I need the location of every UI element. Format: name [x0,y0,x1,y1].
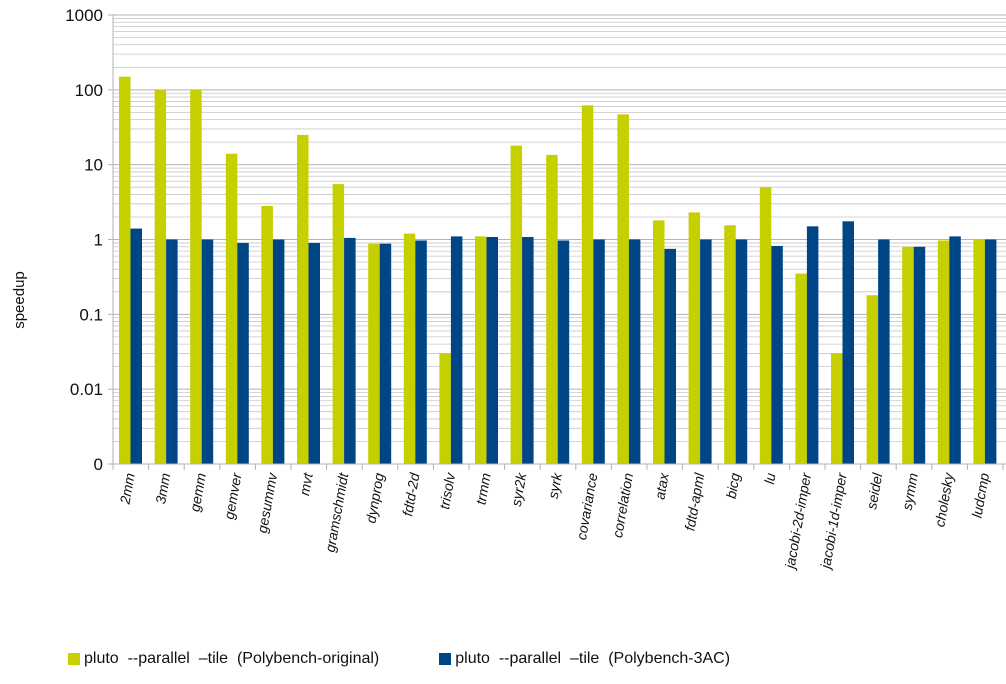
bar-3ac-2mm [130,228,142,464]
x-category-label: 3mm [152,471,173,505]
x-category-label: seidel [863,471,885,511]
y-tick-label: 0.1 [79,305,103,324]
bar-original-symm [902,246,914,464]
x-category-label: gemm [186,471,209,512]
bar-original-syr2k [510,145,523,464]
x-category-label: trisolv [436,471,458,511]
bar-original-2mm [119,76,131,465]
x-category-label: jacobi-2d-imper [781,470,814,571]
bar-original-trmm [475,236,487,464]
x-category-label: jacobi-1d-imper [817,470,850,571]
bar-3ac-seidel [878,239,890,464]
bar-3ac-syr2k [522,236,534,464]
bar-3ac-ludcmp [984,239,997,464]
y-tick-label: 0.01 [70,380,103,399]
y-tick-label: 0 [94,455,103,474]
axes [108,14,1006,470]
bar-3ac-cholesky [949,236,961,464]
bar-original-atax [653,220,665,464]
x-category-label: fdtd-apml [681,471,707,532]
legend-item-original: pluto --parallel –tile (Polybench-origin… [68,650,379,668]
bar-original-trisolv [439,353,451,464]
y-tick-labels: 0 0.01 0.1 1 10 100 1000 [65,6,103,474]
bar-original-fdtd-apml [688,212,701,464]
bar-3ac-fdtd-apml [700,239,712,464]
bar-3ac-gemver [237,242,249,464]
x-category-labels: 2mm 3mm gemm gemver gesummv mvt gramschmidt dyn… [116,470,1006,571]
x-category-label: covariance [573,472,601,542]
x-category-label: gesummv [254,471,280,535]
bar-original-jacobi-2d-imper [795,273,807,464]
bar-original-gramschmidt [332,184,345,464]
x-category-label: correlation [609,472,636,539]
x-category-label: symm [899,471,921,511]
bar-3ac-mvt [308,242,320,464]
bar-original-3mm [154,89,167,464]
x-category-label: 2mm [116,471,137,506]
bar-original-mvt [297,134,309,464]
bar-3ac-atax [664,248,676,464]
x-category-label: ludcmp [969,472,993,519]
bar-3ac-fdtd-2d [415,240,427,464]
legend-item-3ac: pluto --parallel –tile (Polybench-3AC) [439,650,730,668]
bar-original-syrk [546,154,558,464]
bar-original-fdtd-2d [403,233,416,464]
bar-original-gemver [225,153,238,464]
x-category-label: dynprog [362,472,387,525]
bar-original-gemm [190,89,202,464]
legend-label-original: pluto --parallel –tile (Polybench-origin… [84,650,380,667]
bar-3ac-gemm [201,239,214,464]
x-category-label: cholesky [931,471,956,528]
bar-original-covariance [581,105,594,464]
x-category-label: gramschmidt [322,471,352,554]
x-category-label: gemver [221,470,245,520]
y-tick-label: 1 [94,231,103,250]
y-tick-label: 1000 [65,6,103,25]
bar-original-jacobi-1d-imper [831,353,843,464]
bar-original-dynprog [368,243,380,464]
bar-3ac-dynprog [379,243,392,464]
legend-swatch-original [68,653,80,665]
x-category-label: atax [651,471,672,501]
bar-original-cholesky [937,240,950,464]
bar-3ac-jacobi-2d-imper [806,226,819,464]
bar-original-ludcmp [973,239,985,464]
legend-swatch-3ac [439,653,452,665]
bar-3ac-bicg [735,239,748,464]
bar-original-lu [759,187,772,465]
legend: pluto --parallel –tile (Polybench-origin… [68,650,730,668]
x-category-label: trmm [472,471,493,506]
x-category-label: lu [761,472,779,486]
y-tick-label: 100 [75,81,103,100]
x-category-label: mvt [296,471,316,497]
bar-original-correlation [617,114,629,465]
bar-3ac-lu [771,245,783,464]
bars [119,76,997,465]
x-category-label: bicg [723,472,743,500]
x-category-label: fdtd-2d [399,471,423,518]
bar-3ac-correlation [628,239,641,464]
bar-3ac-symm [913,246,926,464]
bar-3ac-jacobi-1d-imper [842,221,854,464]
y-axis-label: speedup [11,271,28,329]
x-category-label: syr2k [508,471,530,508]
bar-original-seidel [866,295,879,464]
legend-label-3ac: pluto --parallel –tile (Polybench-3AC) [455,650,731,667]
bar-3ac-syrk [557,240,570,464]
bar-3ac-gesummv [272,239,285,464]
x-category-label: syrk [545,471,565,500]
bar-3ac-covariance [593,239,605,464]
bar-3ac-3mm [166,239,178,464]
bar-3ac-trmm [486,236,498,464]
bar-3ac-trisolv [450,236,463,464]
bar-original-gesummv [261,206,273,465]
bar-original-bicg [724,225,736,464]
bar-3ac-gramschmidt [344,237,356,464]
y-tick-label: 10 [84,156,103,175]
